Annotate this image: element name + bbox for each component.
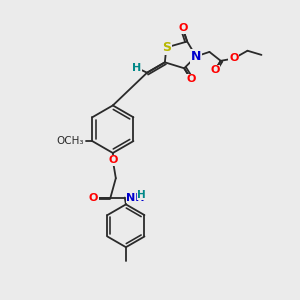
Text: O: O <box>229 53 239 64</box>
Text: O: O <box>210 65 220 75</box>
Text: N: N <box>191 50 201 63</box>
Text: H: H <box>137 190 146 200</box>
Text: OCH₃: OCH₃ <box>57 136 84 146</box>
Text: S: S <box>162 41 171 54</box>
Text: O: O <box>108 155 118 165</box>
Text: NH: NH <box>126 193 145 202</box>
Text: O: O <box>178 23 188 33</box>
Text: O: O <box>88 193 98 202</box>
Text: H: H <box>132 63 141 73</box>
Text: O: O <box>186 74 196 84</box>
